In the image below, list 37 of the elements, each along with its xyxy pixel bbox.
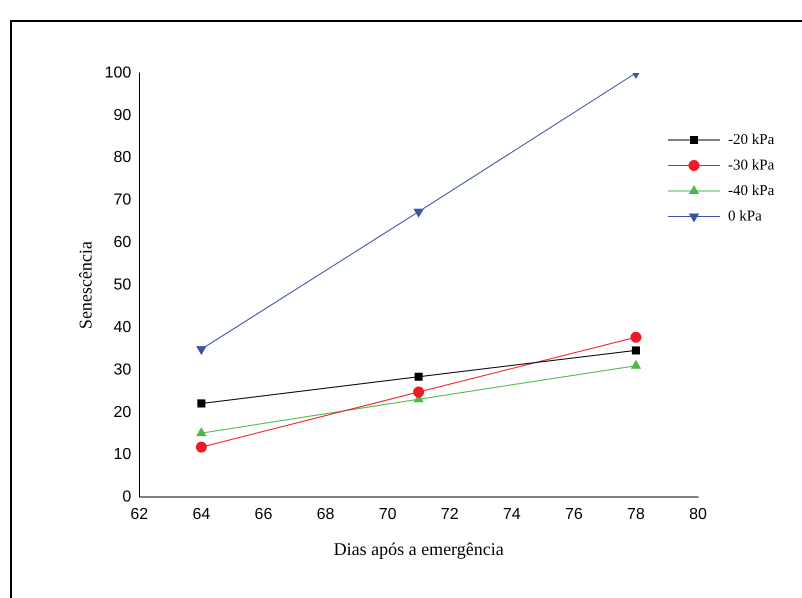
y-tick-label: 50 — [114, 276, 132, 294]
x-tick-label: 66 — [254, 506, 272, 524]
y-tick-label: 60 — [114, 234, 132, 252]
y-tick-label: 100 — [104, 64, 132, 82]
x-tick-label: 68 — [316, 506, 335, 524]
y-tick-label: 30 — [114, 361, 132, 378]
x-tick-label: 72 — [440, 506, 459, 524]
y-tick-label: 90 — [114, 106, 132, 124]
y-tick-label: 20 — [114, 404, 132, 421]
y-tick-label: 0 — [122, 488, 132, 506]
legend-label: -20 kPa — [728, 132, 775, 148]
x-tick-label: 74 — [502, 506, 521, 524]
point — [196, 442, 207, 453]
y-axis-title: Senescência — [76, 241, 96, 330]
point — [414, 372, 423, 381]
point — [196, 346, 206, 355]
point — [196, 428, 206, 436]
y-tick-label: 70 — [114, 192, 132, 209]
y-tick-label: 10 — [114, 446, 132, 464]
legend-label: -30 kPa — [728, 157, 775, 174]
point — [197, 399, 206, 408]
x-tick-label: 64 — [192, 506, 210, 524]
y-tick-label: 40 — [114, 318, 132, 336]
y-tick-label: 80 — [114, 149, 132, 166]
x-axis-title: Dias após a emergência — [334, 538, 504, 559]
legend-label: 0 kPa — [728, 208, 762, 224]
point — [631, 360, 641, 369]
point — [632, 346, 640, 354]
point — [414, 208, 424, 218]
point — [630, 332, 642, 343]
legend-label: -40 kPa — [728, 182, 775, 199]
x-tick-label: 80 — [689, 506, 707, 524]
x-tick-label: 62 — [130, 506, 148, 524]
x-tick-label: 76 — [564, 506, 583, 524]
x-tick-label: 78 — [627, 506, 645, 524]
point — [413, 386, 424, 398]
x-tick-label: 70 — [378, 506, 397, 524]
